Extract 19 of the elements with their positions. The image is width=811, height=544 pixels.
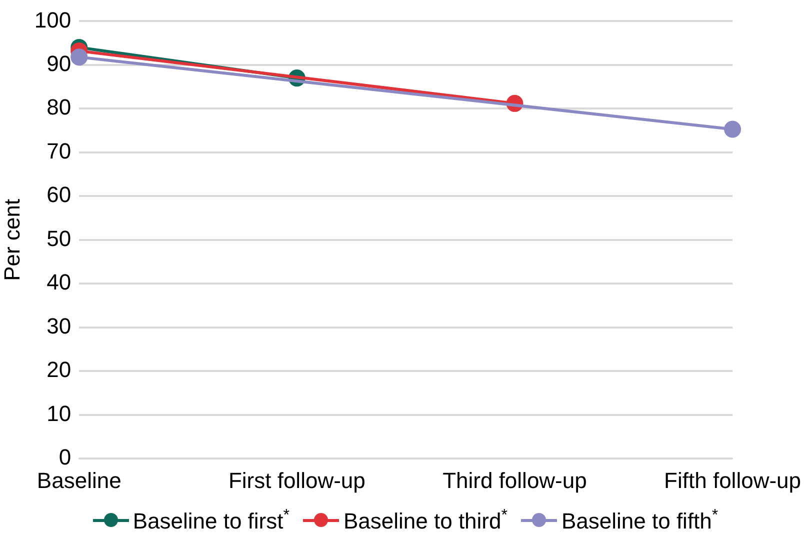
y-tick-label: 40 xyxy=(46,270,72,295)
legend-label: Baseline to first$^{*}$ xyxy=(132,507,290,534)
y-tick-label: 80 xyxy=(46,94,72,120)
y-axis-title: Per cent xyxy=(0,198,24,281)
y-tick-label: 0 xyxy=(58,444,72,470)
y-tick-label: 30 xyxy=(46,313,72,338)
x-tick-label: Third follow-up xyxy=(442,468,587,493)
y-tick-label: 90 xyxy=(46,51,72,76)
y-tick-label: 70 xyxy=(46,138,72,164)
y-tick-label: 60 xyxy=(46,182,72,208)
x-tick-label: Baseline xyxy=(36,468,122,493)
x-tick-label: Fifth follow-up xyxy=(664,468,802,493)
y-tick-label: 100 xyxy=(34,7,72,32)
y-tick-label: 50 xyxy=(46,226,72,251)
y-tick-label: 10 xyxy=(46,400,72,426)
y-tick-label: 20 xyxy=(46,357,72,382)
legend-label: Baseline to fifth$^{*}$ xyxy=(561,507,718,534)
x-tick-label: First follow-up xyxy=(228,468,366,493)
legend-label: Baseline to third$^{*}$ xyxy=(343,507,508,534)
